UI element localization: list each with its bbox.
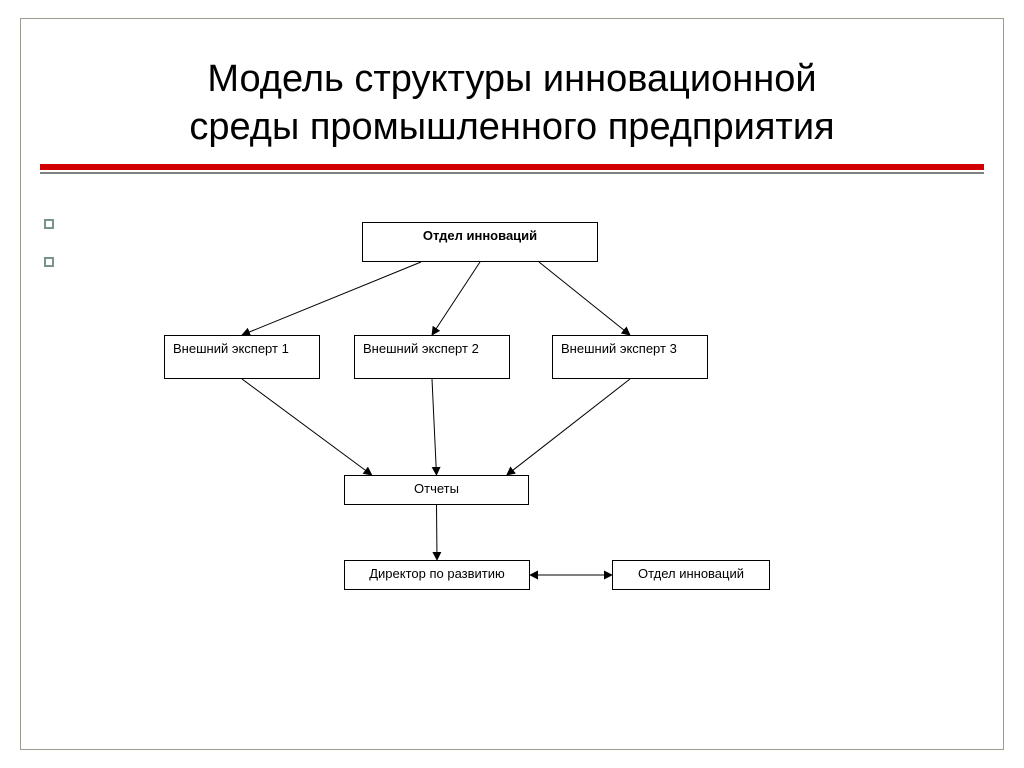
- title-underline-gray: [40, 172, 984, 174]
- bullet-icon: [44, 257, 54, 267]
- title-underline: [40, 164, 984, 174]
- bullet-icon: [44, 219, 54, 229]
- title-line-1: Модель структуры инновационной: [207, 58, 816, 100]
- title-line-2: среды промышленного предприятия: [189, 106, 834, 148]
- title-underline-red: [40, 164, 984, 170]
- slide-title: Модель структуры инновационной среды про…: [0, 56, 1024, 151]
